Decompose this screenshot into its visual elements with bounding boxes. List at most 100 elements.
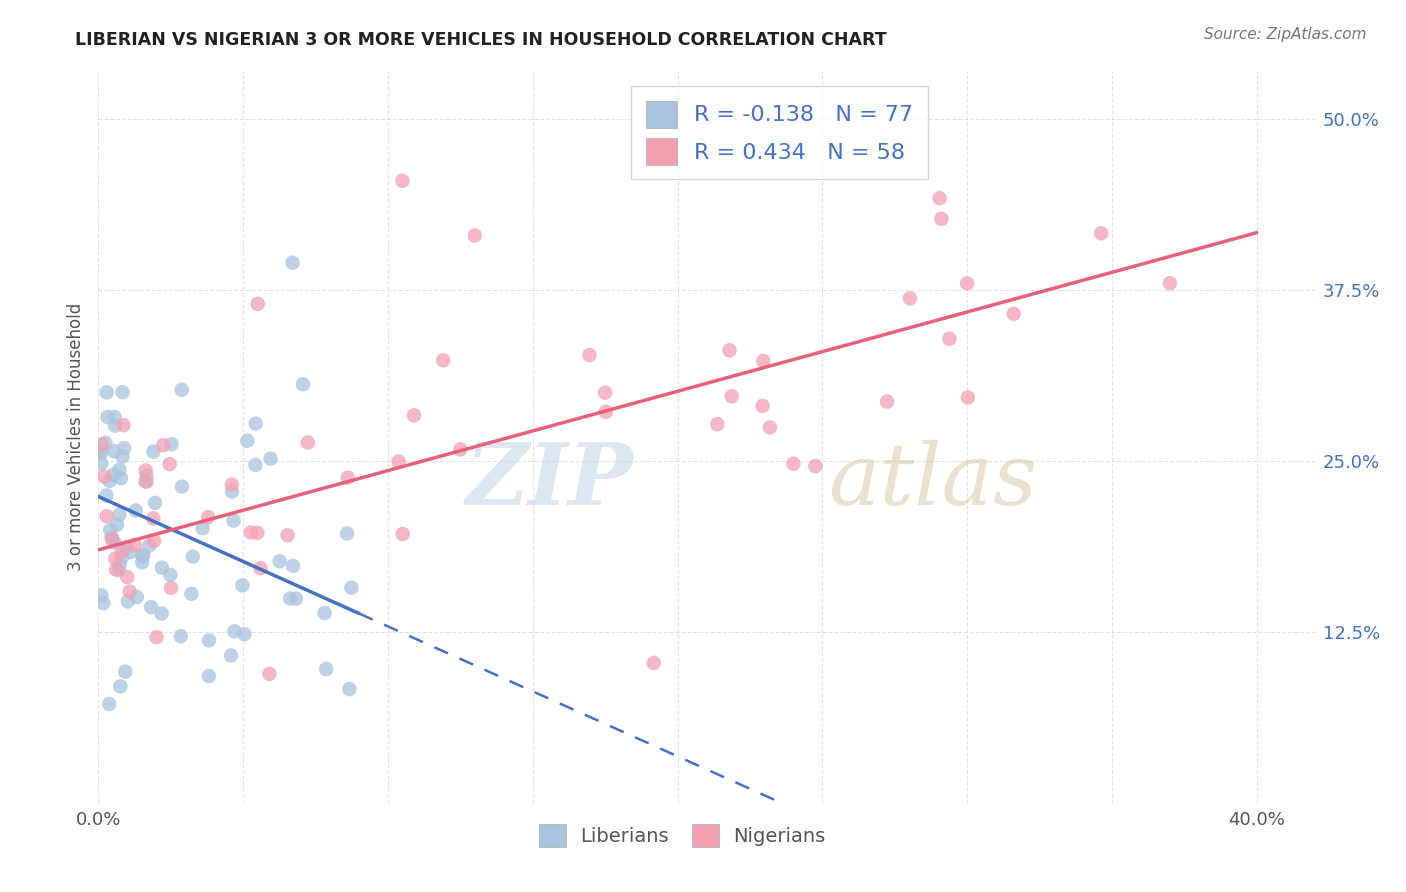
Text: Source: ZipAtlas.com: Source: ZipAtlas.com bbox=[1204, 27, 1367, 42]
Point bbox=[131, 555, 153, 569]
Point bbox=[103, 535, 125, 549]
Point bbox=[100, 530, 122, 544]
Point bbox=[593, 385, 616, 400]
Point bbox=[269, 554, 291, 568]
Point bbox=[105, 562, 128, 576]
Point bbox=[90, 457, 112, 471]
Legend: Liberians, Nigerians: Liberians, Nigerians bbox=[531, 816, 832, 855]
Point bbox=[391, 527, 413, 541]
Point bbox=[281, 256, 304, 270]
Point bbox=[191, 521, 214, 535]
Point bbox=[90, 437, 112, 451]
Point bbox=[104, 418, 127, 433]
Point bbox=[197, 510, 219, 524]
Point bbox=[314, 606, 336, 620]
Point bbox=[143, 533, 166, 548]
Point bbox=[340, 581, 363, 595]
Point bbox=[1159, 277, 1181, 291]
Point bbox=[105, 517, 128, 532]
Point bbox=[124, 538, 146, 552]
Point bbox=[759, 420, 782, 434]
Point bbox=[804, 458, 827, 473]
Point bbox=[145, 630, 167, 644]
Point bbox=[928, 191, 950, 205]
Point bbox=[131, 549, 153, 564]
Point bbox=[224, 624, 246, 639]
Point bbox=[111, 450, 134, 464]
Point bbox=[138, 539, 160, 553]
Point bbox=[93, 596, 115, 610]
Point bbox=[93, 469, 115, 483]
Point bbox=[90, 445, 112, 459]
Point bbox=[96, 385, 118, 400]
Point bbox=[90, 443, 112, 458]
Point bbox=[134, 475, 156, 489]
Point bbox=[112, 442, 135, 456]
Point bbox=[297, 435, 319, 450]
Point bbox=[152, 438, 174, 452]
Point bbox=[90, 588, 112, 602]
Point bbox=[391, 174, 413, 188]
Point bbox=[1002, 307, 1025, 321]
Point bbox=[104, 551, 127, 566]
Point bbox=[221, 484, 243, 499]
Point bbox=[160, 581, 183, 595]
Point bbox=[103, 467, 125, 482]
Point bbox=[101, 533, 124, 547]
Point bbox=[170, 383, 193, 397]
Point bbox=[94, 435, 117, 450]
Point bbox=[236, 434, 259, 448]
Point bbox=[245, 417, 267, 431]
Point bbox=[98, 474, 121, 488]
Point bbox=[180, 587, 202, 601]
Point bbox=[1090, 227, 1112, 241]
Point bbox=[150, 560, 173, 574]
Point bbox=[142, 511, 165, 525]
Point bbox=[96, 409, 118, 424]
Point bbox=[142, 444, 165, 458]
Point bbox=[259, 451, 281, 466]
Point bbox=[150, 607, 173, 621]
Point bbox=[108, 508, 131, 522]
Point bbox=[135, 468, 157, 483]
Point bbox=[278, 591, 301, 606]
Point bbox=[222, 514, 245, 528]
Point bbox=[125, 590, 148, 604]
Point bbox=[246, 297, 269, 311]
Point bbox=[231, 578, 253, 592]
Text: ZIP: ZIP bbox=[465, 439, 634, 523]
Point bbox=[281, 558, 304, 573]
Point bbox=[337, 682, 360, 697]
Point bbox=[115, 540, 138, 554]
Point bbox=[291, 377, 314, 392]
Point bbox=[110, 680, 132, 694]
Point bbox=[277, 528, 299, 542]
Point bbox=[336, 526, 359, 541]
Point bbox=[108, 463, 131, 477]
Point bbox=[132, 548, 155, 562]
Point bbox=[284, 591, 307, 606]
Point bbox=[110, 471, 132, 485]
Point bbox=[246, 525, 269, 540]
Point bbox=[124, 503, 146, 517]
Point bbox=[938, 332, 960, 346]
Point bbox=[752, 354, 775, 368]
Point bbox=[96, 509, 118, 524]
Point bbox=[643, 656, 665, 670]
Point bbox=[143, 496, 166, 510]
Point bbox=[98, 697, 121, 711]
Point bbox=[219, 648, 242, 663]
Point bbox=[139, 600, 162, 615]
Point bbox=[135, 475, 157, 489]
Point bbox=[111, 550, 134, 565]
Point bbox=[245, 458, 267, 472]
Point bbox=[104, 409, 127, 424]
Point bbox=[578, 348, 600, 362]
Point bbox=[159, 567, 181, 582]
Point bbox=[118, 584, 141, 599]
Point bbox=[249, 561, 271, 575]
Point bbox=[751, 399, 773, 413]
Point bbox=[135, 463, 157, 477]
Point bbox=[170, 480, 193, 494]
Point bbox=[120, 545, 142, 559]
